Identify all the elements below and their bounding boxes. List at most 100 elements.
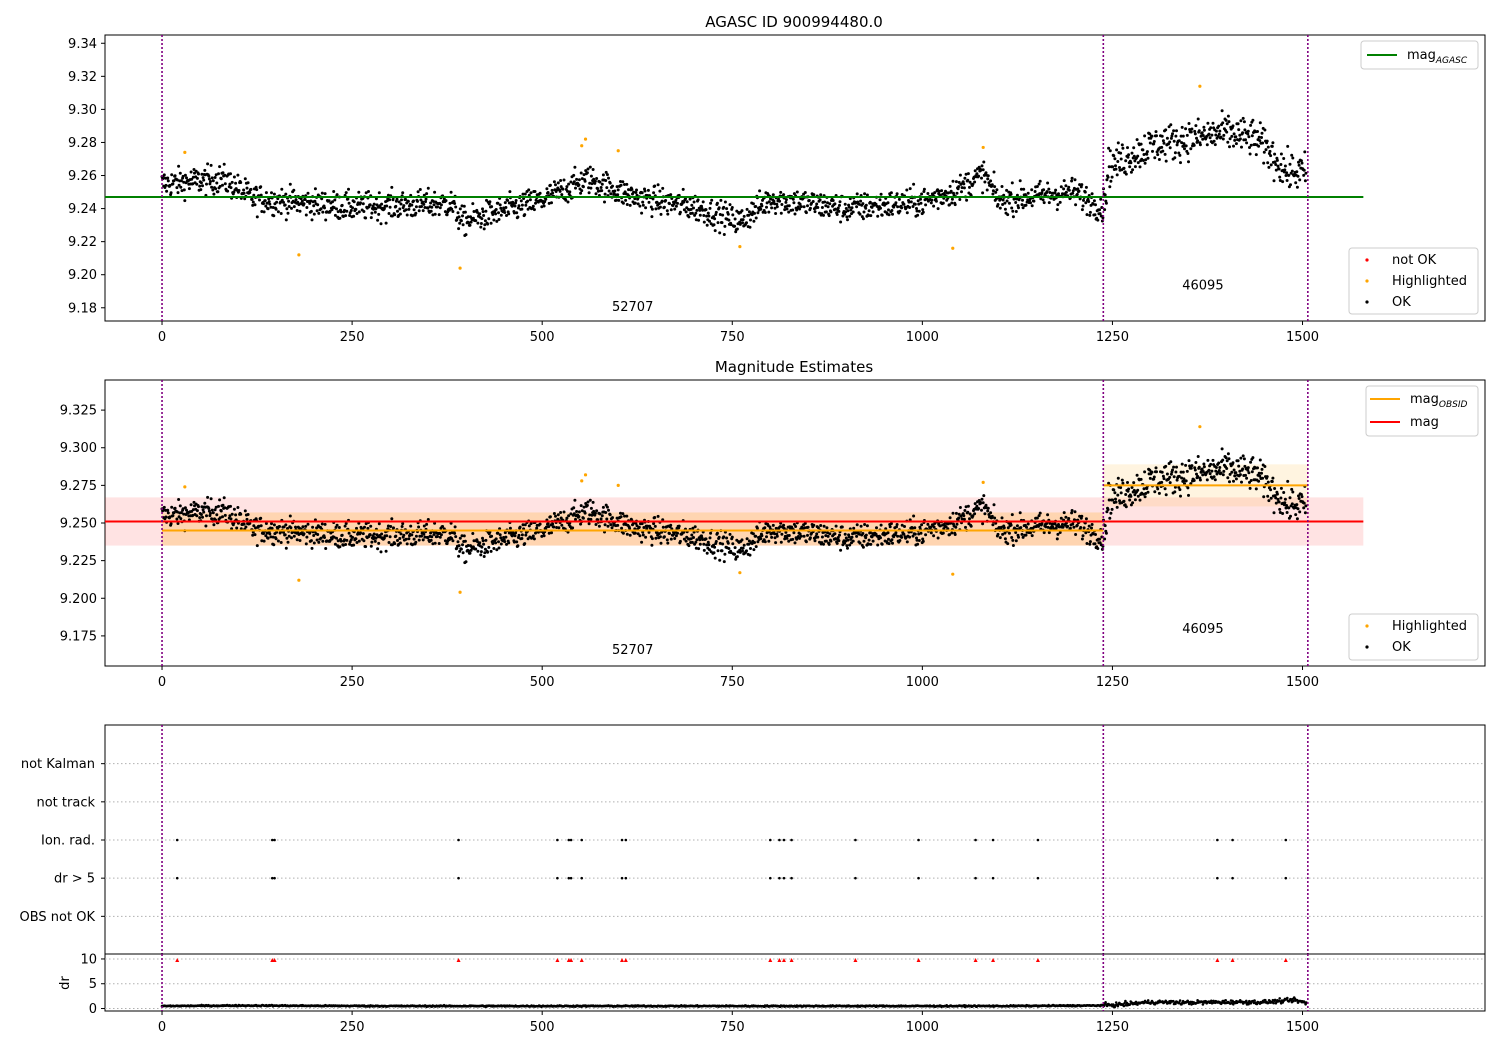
- ok-point: [1098, 208, 1101, 212]
- legend-highlighted-marker-2: [1365, 624, 1369, 628]
- ok-point: [733, 552, 737, 556]
- ok-point: [472, 539, 476, 543]
- ok-point: [738, 550, 742, 554]
- ok-point: [1237, 464, 1241, 468]
- ok-point: [1041, 198, 1045, 202]
- legend-ok-label-2: OK: [1392, 640, 1411, 655]
- ok-point: [547, 201, 551, 205]
- ok-point: [1161, 139, 1165, 143]
- ok-point: [295, 209, 299, 212]
- ok-point: [572, 506, 576, 510]
- ok-point: [531, 204, 535, 208]
- flag-point: [974, 876, 977, 880]
- ok-point: [320, 522, 324, 526]
- ok-point: [1256, 466, 1259, 470]
- ok-point: [482, 227, 486, 231]
- ok-point: [783, 205, 787, 209]
- ok-point: [190, 177, 194, 181]
- ok-point: [701, 538, 705, 541]
- ok-point: [1015, 524, 1019, 528]
- ok-point: [1062, 511, 1066, 515]
- ok-point: [1206, 458, 1210, 462]
- ok-point: [426, 186, 430, 190]
- ok-point: [919, 197, 922, 201]
- ok-point: [1109, 179, 1113, 183]
- ok-point: [217, 504, 220, 508]
- ok-point: [243, 509, 247, 513]
- ok-point: [1276, 164, 1280, 168]
- ok-point: [973, 180, 977, 184]
- ok-point: [773, 532, 776, 536]
- ok-point: [364, 545, 368, 549]
- ok-point: [404, 208, 408, 212]
- ok-point: [463, 210, 467, 214]
- ok-point: [820, 206, 824, 209]
- ok-point: [1184, 479, 1188, 483]
- ok-point: [850, 535, 854, 539]
- ok-point: [221, 171, 225, 175]
- ok-point: [638, 534, 642, 538]
- ok-point: [433, 190, 437, 194]
- ok-point: [285, 536, 289, 540]
- ok-point: [625, 532, 629, 536]
- ok-point: [557, 526, 561, 530]
- ok-point: [723, 552, 727, 556]
- ok-point: [816, 535, 820, 539]
- ok-point: [1231, 124, 1235, 128]
- ok-point: [908, 187, 912, 191]
- ok-point: [1297, 160, 1300, 164]
- ok-point: [835, 213, 839, 216]
- ok-point: [1110, 507, 1114, 511]
- ok-point: [1221, 121, 1225, 125]
- ok-point: [621, 201, 625, 205]
- ok-point: [1080, 183, 1084, 187]
- ok-point: [773, 202, 776, 206]
- ok-point: [984, 503, 988, 507]
- ok-point: [219, 177, 223, 181]
- ok-point: [1079, 185, 1083, 189]
- ok-point: [706, 211, 710, 215]
- ok-point: [476, 549, 480, 553]
- ok-point: [192, 168, 196, 171]
- ok-point: [636, 202, 640, 206]
- ok-point: [1172, 139, 1176, 143]
- flag-point: [782, 876, 786, 880]
- ok-point: [517, 533, 521, 537]
- ok-point: [254, 526, 257, 530]
- ok-point: [573, 165, 577, 169]
- ok-point: [1107, 498, 1111, 502]
- ok-point: [1205, 478, 1209, 482]
- ok-point: [600, 514, 604, 518]
- ok-point: [1304, 171, 1308, 175]
- ok-point: [214, 505, 218, 509]
- ok-point: [603, 200, 606, 204]
- ok-point: [1265, 139, 1269, 143]
- ok-point: [380, 202, 384, 206]
- ok-point: [484, 538, 488, 542]
- ok-point: [900, 193, 904, 196]
- ok-point: [1059, 516, 1063, 520]
- ok-point: [206, 495, 210, 499]
- ok-point: [1011, 209, 1015, 213]
- flag-point: [569, 876, 573, 880]
- ok-point: [173, 174, 177, 178]
- ok-point: [478, 212, 482, 216]
- ok-point: [779, 211, 783, 215]
- ok-point: [791, 197, 795, 201]
- ok-point: [759, 207, 763, 211]
- ok-point: [251, 203, 255, 207]
- ok-point: [1201, 137, 1205, 141]
- ok-point: [389, 525, 393, 528]
- ok-point: [936, 207, 940, 211]
- ok-point: [665, 209, 669, 213]
- ok-point: [463, 539, 467, 543]
- ok-point: [270, 522, 273, 526]
- ok-point: [513, 204, 517, 208]
- ok-point: [527, 188, 531, 192]
- ok-point: [1114, 497, 1117, 501]
- ok-point: [949, 189, 953, 193]
- agasc-axes-frame: [104, 34, 1486, 322]
- ok-point: [218, 516, 222, 520]
- ok-point: [221, 515, 224, 519]
- ok-point: [733, 217, 737, 221]
